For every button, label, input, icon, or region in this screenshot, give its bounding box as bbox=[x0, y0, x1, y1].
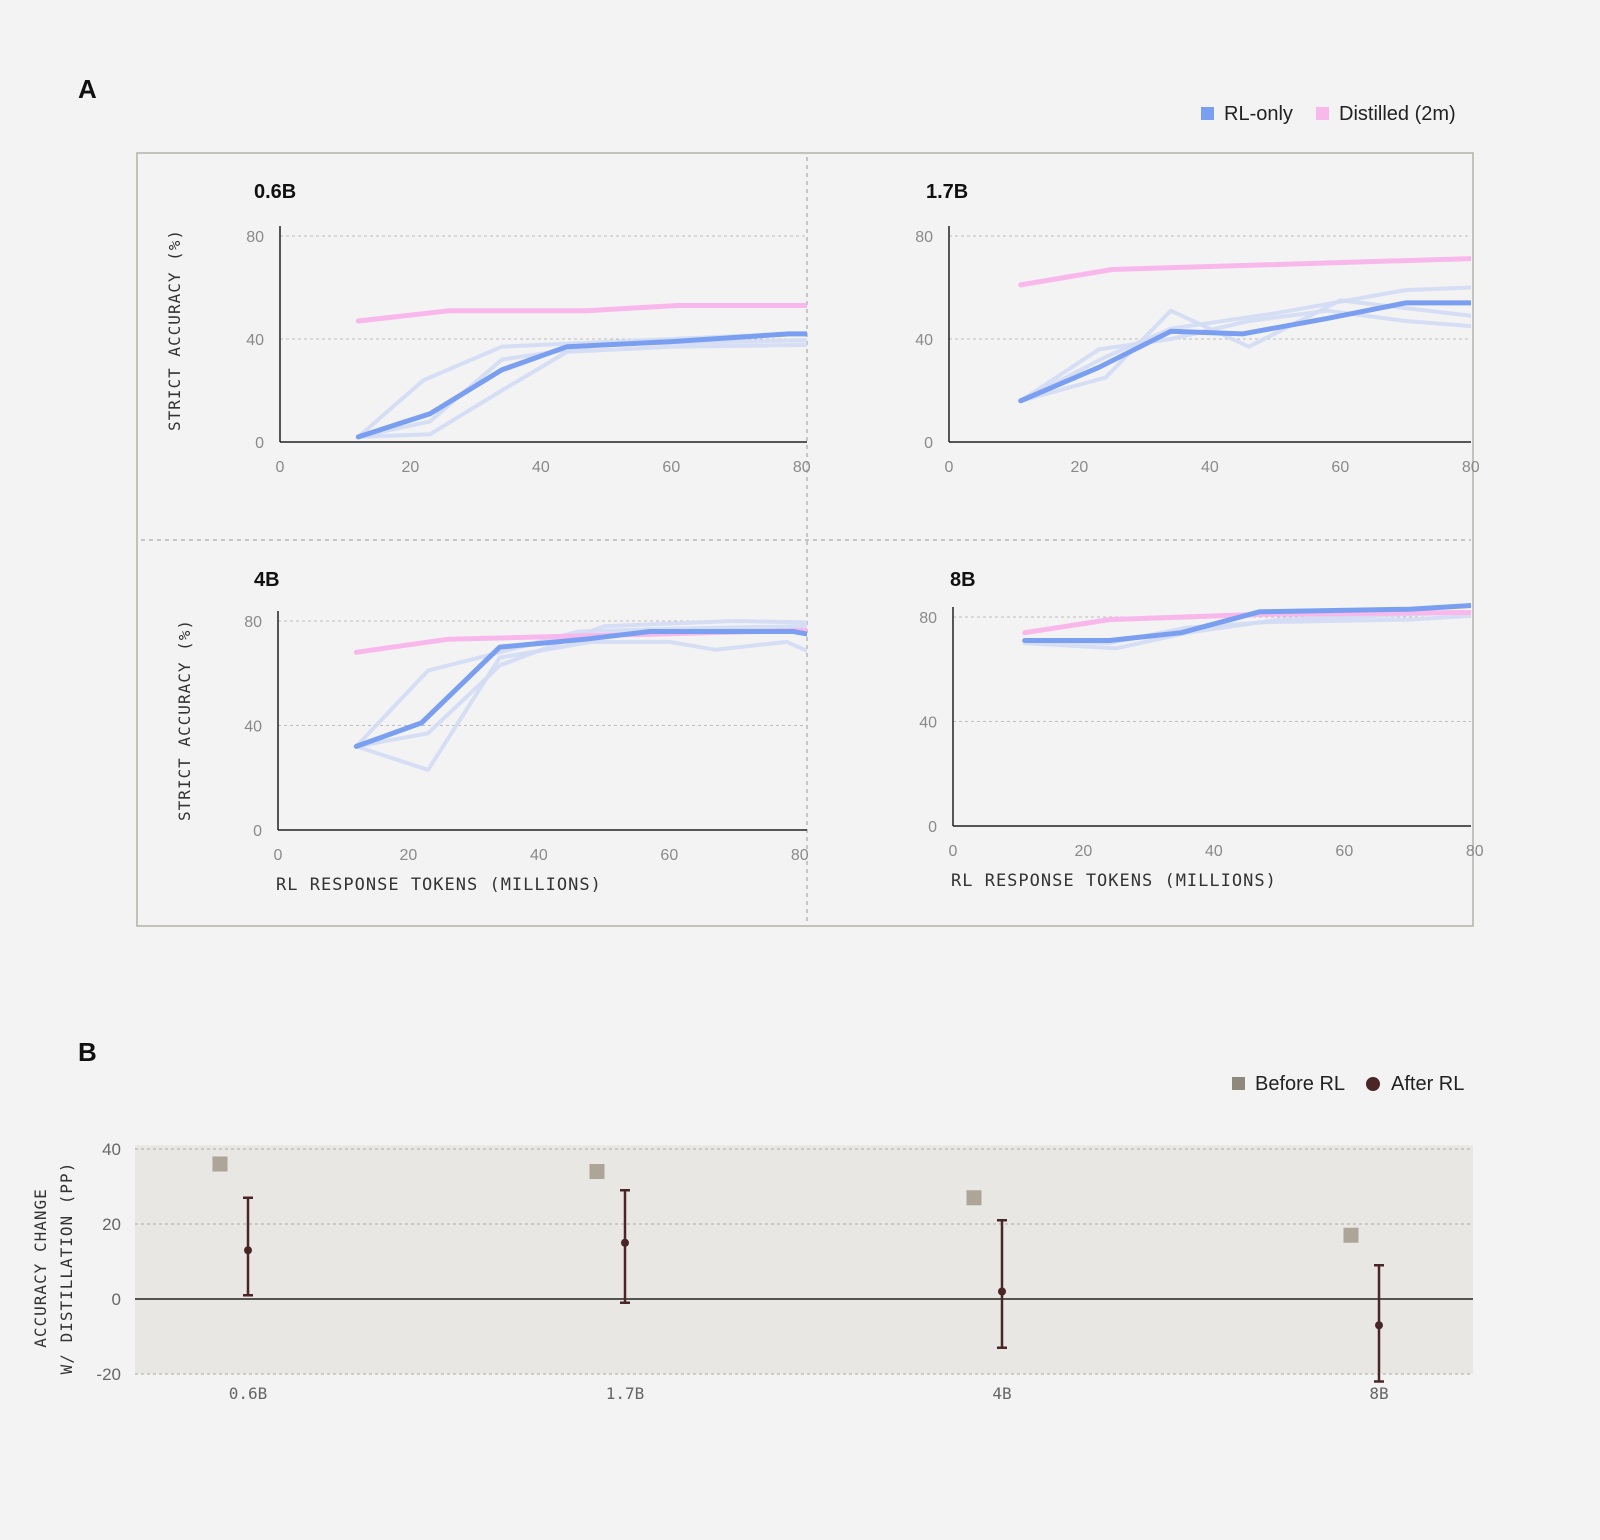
series-group bbox=[1022, 602, 1471, 651]
y-axis-label-line-1: ACCURACY CHANGE bbox=[31, 1188, 50, 1348]
x-tick-label: 40 bbox=[530, 847, 548, 864]
y-tick-label: 80 bbox=[246, 229, 264, 246]
y-tick-label: 40 bbox=[919, 715, 937, 732]
y-tick-label: -20 bbox=[96, 1365, 121, 1384]
subplot-title: 0.6B bbox=[254, 181, 296, 203]
series-line-distilled bbox=[1018, 256, 1471, 288]
x-tick-label: 0 bbox=[949, 843, 958, 860]
legend-swatch-after-rl bbox=[1366, 1077, 1380, 1091]
subplot-8b: 8B 0 40 80 0 20 40 60 80 RL RESPONSE TOKENS (MILL… bbox=[919, 569, 1484, 891]
y-tick-label: 0 bbox=[255, 435, 264, 452]
x-axis-label: RL RESPONSE TOKENS (MILLIONS) bbox=[276, 875, 602, 895]
x-tick-label: 80 bbox=[1466, 843, 1484, 860]
after-rl-marker bbox=[1375, 1321, 1383, 1330]
y-axis-label: STRICT ACCURACY (%) bbox=[165, 229, 184, 431]
series-line-rl-seed bbox=[356, 338, 807, 439]
panel-b-label: B bbox=[78, 1037, 97, 1067]
y-tick-label: 40 bbox=[244, 719, 262, 736]
y-tick-label: 80 bbox=[915, 229, 933, 246]
panel-a-legend: RL-only Distilled (2m) bbox=[1201, 103, 1456, 125]
series-line-distilled bbox=[1022, 609, 1471, 636]
y-tick-label: 40 bbox=[915, 332, 933, 349]
category-label: 4B bbox=[992, 1384, 1011, 1403]
x-tick-label: 0 bbox=[276, 459, 285, 476]
y-tick-label: 0 bbox=[112, 1290, 121, 1309]
y-axis-label-line-2: W/ DISTILLATION (PP) bbox=[57, 1162, 76, 1375]
panel-b-legend: Before RL After RL bbox=[1232, 1073, 1464, 1095]
x-tick-label: 60 bbox=[1331, 459, 1349, 476]
legend-label-after-rl: After RL bbox=[1391, 1073, 1464, 1095]
series-line-rl-seed bbox=[354, 619, 807, 749]
after-rl-marker bbox=[621, 1238, 629, 1247]
x-tick-label: 60 bbox=[660, 847, 678, 864]
subplot-4b: 4B 0 40 80 0 20 40 60 80 STRICT ACCURACY (%) RL RE… bbox=[175, 569, 809, 895]
series-group bbox=[1018, 256, 1471, 404]
y-tick-label: 0 bbox=[924, 435, 933, 452]
x-tick-label: 40 bbox=[532, 459, 550, 476]
x-tick-label: 60 bbox=[662, 459, 680, 476]
x-tick-label: 40 bbox=[1201, 459, 1219, 476]
series-line-rl-only bbox=[1022, 602, 1471, 643]
legend-swatch-rl-only bbox=[1201, 107, 1214, 120]
x-tick-label: 80 bbox=[791, 847, 809, 864]
x-tick-label: 40 bbox=[1205, 843, 1223, 860]
legend-swatch-before-rl bbox=[1232, 1077, 1245, 1090]
subplot-0-6b: 0.6B 0 40 80 0 20 40 60 80 STRICT ACCURACY (%) bbox=[165, 181, 811, 476]
series-line-rl-seed bbox=[1018, 285, 1471, 403]
series-line-rl-only bbox=[353, 629, 807, 749]
series-line-rl-only bbox=[355, 331, 807, 440]
category-label: 8B bbox=[1369, 1384, 1388, 1403]
series-line-rl-seed bbox=[354, 623, 807, 749]
subplot-title: 4B bbox=[254, 569, 280, 591]
x-tick-label: 20 bbox=[1071, 459, 1089, 476]
legend-label-rl-only: RL-only bbox=[1224, 103, 1293, 125]
before-rl-marker bbox=[212, 1156, 228, 1172]
y-tick-label: 80 bbox=[244, 614, 262, 631]
series-line-rl-seed bbox=[356, 342, 807, 439]
subplot-title: 1.7B bbox=[926, 181, 968, 203]
series-line-rl-only bbox=[1018, 300, 1471, 404]
y-tick-label: 40 bbox=[246, 332, 264, 349]
series-group bbox=[353, 619, 807, 772]
x-tick-label: 0 bbox=[274, 847, 283, 864]
x-tick-label: 0 bbox=[945, 459, 954, 476]
series-line-rl-seed bbox=[354, 639, 807, 772]
before-rl-marker bbox=[966, 1190, 982, 1206]
y-tick-label: 80 bbox=[919, 610, 937, 627]
panel-a-label: A bbox=[78, 74, 97, 104]
x-tick-label: 80 bbox=[1462, 459, 1480, 476]
subplot-title: 8B bbox=[950, 569, 976, 591]
series-group bbox=[355, 303, 807, 440]
after-rl-marker bbox=[244, 1246, 252, 1255]
x-tick-label: 20 bbox=[402, 459, 420, 476]
y-tick-label: 0 bbox=[928, 819, 937, 836]
x-axis-label: RL RESPONSE TOKENS (MILLIONS) bbox=[951, 871, 1277, 891]
y-tick-label: 0 bbox=[253, 823, 262, 840]
series-line-rl-seed bbox=[1018, 308, 1471, 403]
y-tick-label: 40 bbox=[102, 1140, 121, 1159]
series-line-distilled bbox=[355, 303, 807, 324]
panel-b-background bbox=[135, 1145, 1473, 1374]
x-tick-label: 80 bbox=[793, 459, 811, 476]
legend-label-before-rl: Before RL bbox=[1255, 1073, 1345, 1095]
y-tick-label: 20 bbox=[102, 1215, 121, 1234]
y-axis-label: STRICT ACCURACY (%) bbox=[175, 619, 194, 821]
legend-label-distilled: Distilled (2m) bbox=[1339, 103, 1456, 125]
subplot-1-7b: 1.7B 0 40 80 0 20 40 60 80 bbox=[915, 181, 1480, 476]
x-tick-label: 60 bbox=[1335, 843, 1353, 860]
panel-b-chart: -20 0 20 40 ACCURACY CHANGE W/ DISTILLATION (… bbox=[31, 1140, 1473, 1403]
after-rl-marker bbox=[998, 1287, 1006, 1296]
x-tick-label: 20 bbox=[400, 847, 418, 864]
category-label: 0.6B bbox=[229, 1384, 268, 1403]
panel-a-frame bbox=[136, 152, 1474, 927]
before-rl-marker bbox=[589, 1164, 605, 1179]
x-tick-label: 20 bbox=[1075, 843, 1093, 860]
series-line-rl-seed bbox=[1018, 298, 1471, 403]
legend-swatch-distilled bbox=[1316, 107, 1329, 120]
before-rl-marker bbox=[1343, 1227, 1359, 1243]
category-label: 1.7B bbox=[606, 1384, 645, 1403]
